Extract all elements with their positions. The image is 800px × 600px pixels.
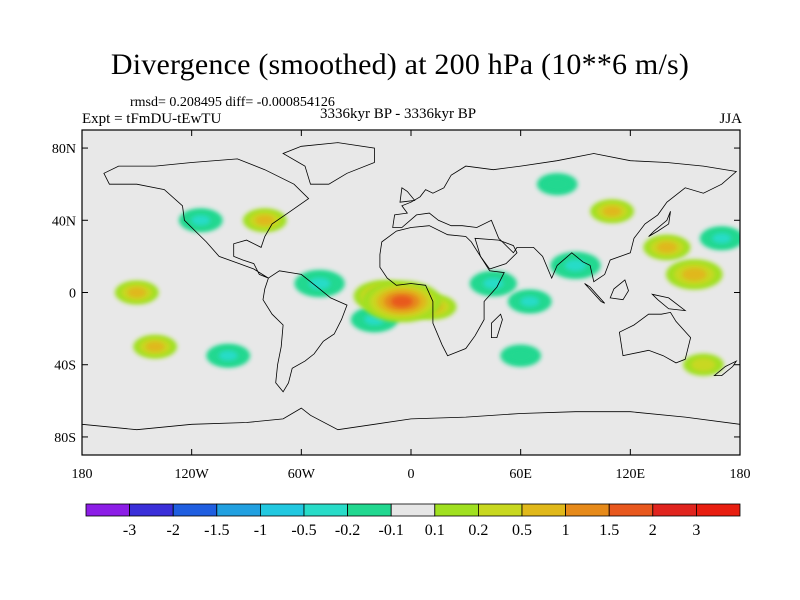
- lon-tick-label: 0: [408, 467, 415, 482]
- anomaly-blob: [127, 287, 147, 298]
- anomaly-blob: [391, 295, 413, 308]
- anomaly-blob: [191, 215, 211, 226]
- colorbar-label: 1: [562, 522, 570, 539]
- lon-tick-label: 120E: [616, 467, 646, 482]
- lat-tick-label: 40N: [52, 214, 76, 229]
- lon-tick-label: 180: [730, 467, 751, 482]
- lon-tick-label: 60W: [288, 467, 316, 482]
- lat-tick-label: 80S: [54, 431, 76, 446]
- coastline-sumatra: [584, 283, 605, 304]
- lon-tick-label: 120W: [175, 467, 210, 482]
- colorbar-swatch: [129, 503, 174, 517]
- divergence-field: [114, 173, 740, 376]
- anomaly-blob: [682, 267, 707, 281]
- colorbar-swatch: [172, 503, 218, 517]
- coastline-japan: [648, 211, 671, 237]
- colorbar-label: -2: [167, 522, 180, 539]
- colorbar-label: -3: [123, 522, 136, 539]
- lon-tick-label: 60E: [509, 467, 532, 482]
- colorbar-swatch: [608, 503, 654, 517]
- colorbar-swatch: [390, 503, 436, 517]
- anomaly-blob: [483, 278, 504, 289]
- colorbar-label: 1.5: [599, 522, 619, 539]
- colorbar-swatch: [347, 503, 392, 517]
- colorbar-label: 2: [649, 522, 657, 539]
- longitude-axis: 180 120W 60W 0 60E 120E 180: [72, 130, 751, 482]
- lon-tick-label: 180: [72, 467, 93, 482]
- anomaly-blob: [218, 350, 238, 361]
- colorbar-swatch: [216, 503, 261, 517]
- coastline-greenland: [282, 142, 375, 185]
- coastline-south-america: [262, 270, 348, 393]
- colorbar-swatch: [259, 503, 305, 517]
- stats-label: rmsd= 0.208495 diff= -0.000854126: [130, 95, 335, 110]
- anomaly-blob: [308, 277, 331, 290]
- lat-tick-label: 0: [69, 287, 76, 302]
- coastline-arabia: [474, 237, 518, 270]
- anomaly-blob: [545, 177, 570, 191]
- coastlines: [82, 142, 740, 431]
- period-label: 3336kyr BP - 3336kyr BP: [320, 106, 477, 122]
- coastline-new-zealand: [713, 360, 738, 376]
- colorbar-label: -0.5: [291, 522, 316, 539]
- anomaly-blob: [656, 241, 678, 253]
- colorbar-label: 0.1: [425, 522, 445, 539]
- season-label: JJA: [719, 111, 742, 127]
- experiment-label: Expt = tFmDU-tEwTU: [82, 111, 222, 127]
- colorbar-swatch: [565, 503, 610, 517]
- lat-tick-label: 40S: [54, 359, 76, 374]
- colorbar-swatch: [85, 503, 130, 517]
- anomaly-blob: [564, 259, 587, 272]
- colorbar-swatch: [521, 503, 566, 517]
- colorbar: -3 -2 -1.5 -1 -0.5 -0.2 -0.1 0.1 0.2 0.5 1 1.5 2 3: [85, 503, 741, 539]
- anomaly-blob: [602, 206, 622, 217]
- coastline-north-america: [103, 158, 310, 279]
- lat-tick-label: 80N: [52, 142, 76, 157]
- colorbar-label: -0.2: [335, 522, 360, 539]
- chart-title: Divergence (smoothed) at 200 hPa (10**6 …: [110, 48, 690, 81]
- latitude-axis: 80N 40N 0 40S 80S: [52, 142, 740, 446]
- coastline-madagascar: [491, 313, 503, 338]
- colorbar-label: 3: [692, 522, 700, 539]
- colorbar-label: -0.1: [379, 522, 404, 539]
- colorbar-swatch: [303, 503, 348, 517]
- colorbar-swatch: [696, 503, 741, 517]
- anomaly-blob: [520, 296, 540, 307]
- anomaly-blob: [691, 358, 716, 372]
- anomaly-blob: [255, 215, 275, 226]
- coastline-eurasia: [392, 153, 738, 283]
- coastline-australia: [618, 311, 692, 364]
- colorbar-label: 0.2: [468, 522, 488, 539]
- anomaly-blob: [712, 233, 732, 244]
- colorbar-swatch: [652, 503, 697, 517]
- colorbar-swatch: [434, 503, 479, 517]
- colorbar-label: -1.5: [204, 522, 229, 539]
- anomaly-blob: [508, 349, 533, 363]
- anomaly-blob: [145, 341, 165, 352]
- colorbar-swatch: [477, 503, 523, 517]
- coastline-british-isles: [399, 187, 416, 203]
- colorbar-label: 0.5: [512, 522, 532, 539]
- coastline-antarctica: [82, 407, 740, 431]
- coastline-africa: [379, 225, 505, 357]
- coastline-new-guinea: [651, 293, 687, 312]
- colorbar-label: -1: [254, 522, 267, 539]
- coastline-borneo: [609, 279, 629, 301]
